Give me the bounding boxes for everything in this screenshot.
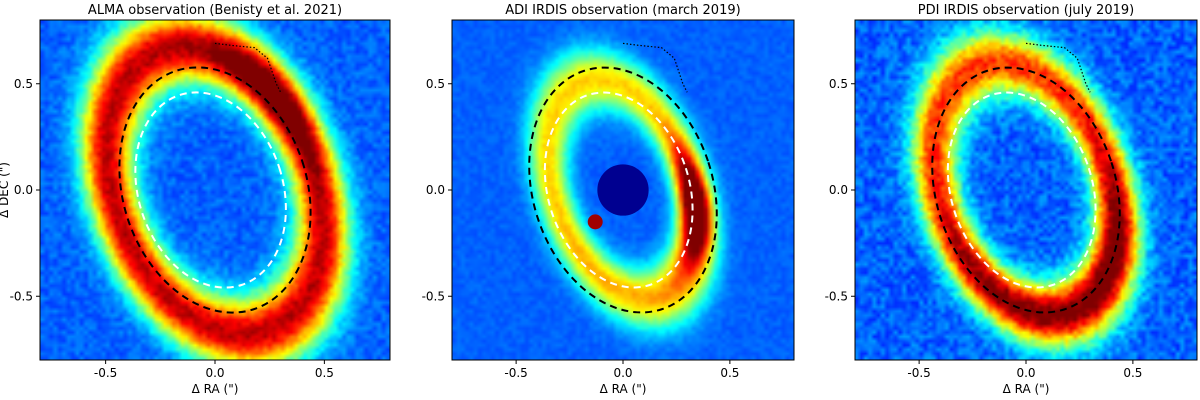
- x-tick-label: 0.5: [720, 366, 739, 380]
- ellipse-outer: [528, 66, 718, 314]
- x-tick-label: 0.0: [205, 366, 224, 380]
- y-axis-label: Δ DEC ("): [0, 162, 11, 218]
- x-axis-label: Δ RA ("): [1003, 382, 1050, 396]
- x-axis-label: Δ RA ("): [600, 382, 647, 396]
- x-tick-label: 0.0: [1016, 366, 1035, 380]
- y-tick-label: 0.5: [829, 77, 848, 91]
- point-source: [587, 214, 603, 230]
- ellipse-inner: [946, 91, 1097, 289]
- y-tick-label: 0.0: [14, 183, 33, 197]
- ellipse-outer: [931, 66, 1121, 314]
- ellipse-inner: [134, 91, 287, 289]
- y-tick-label: -0.5: [10, 289, 33, 303]
- y-tick-label: 0.0: [829, 183, 848, 197]
- x-tick-label: 0.5: [315, 366, 334, 380]
- x-tick-label: 0.5: [1123, 366, 1142, 380]
- x-tick-label: -0.5: [907, 366, 930, 380]
- ellipse-inner: [543, 91, 694, 289]
- y-tick-label: 0.0: [426, 183, 445, 197]
- x-tick-label: 0.0: [613, 366, 632, 380]
- heatmap-image: [40, 20, 390, 360]
- dotted-curve: [622, 42, 688, 93]
- ellipse-outer: [118, 66, 312, 314]
- chart-title: PDI IRDIS observation (july 2019): [918, 3, 1134, 18]
- coronagraph-mask: [597, 164, 649, 216]
- dotted-curve: [214, 42, 282, 93]
- x-tick-label: -0.5: [94, 366, 117, 380]
- y-tick-label: -0.5: [825, 289, 848, 303]
- dotted-curve: [1025, 42, 1091, 93]
- panel-1: -0.5 0.0 0.5 -0.5 0.0 0.5 ALMA observation (Be…: [0, 3, 391, 396]
- panels: -0.5 0.0 0.5 -0.5 0.0 0.5 ALMA observation (Be…: [0, 3, 1198, 396]
- heatmap-image: [855, 20, 1197, 360]
- x-tick-label: -0.5: [504, 366, 527, 380]
- chart-title: ALMA observation (Benisty et al. 2021): [88, 3, 342, 18]
- panel-2: -0.5 0.0 0.5 -0.5 0.0 0.5 ADI IRDIS observatio…: [422, 3, 795, 396]
- panel-3: -0.5 0.0 0.5 -0.5 0.0 0.5 PDI IRDIS observatio…: [825, 3, 1198, 396]
- y-tick-label: -0.5: [422, 289, 445, 303]
- chart-title: ADI IRDIS observation (march 2019): [505, 3, 740, 18]
- y-tick-label: 0.5: [426, 77, 445, 91]
- y-tick-label: 0.5: [14, 77, 33, 91]
- x-axis-label: Δ RA ("): [192, 382, 239, 396]
